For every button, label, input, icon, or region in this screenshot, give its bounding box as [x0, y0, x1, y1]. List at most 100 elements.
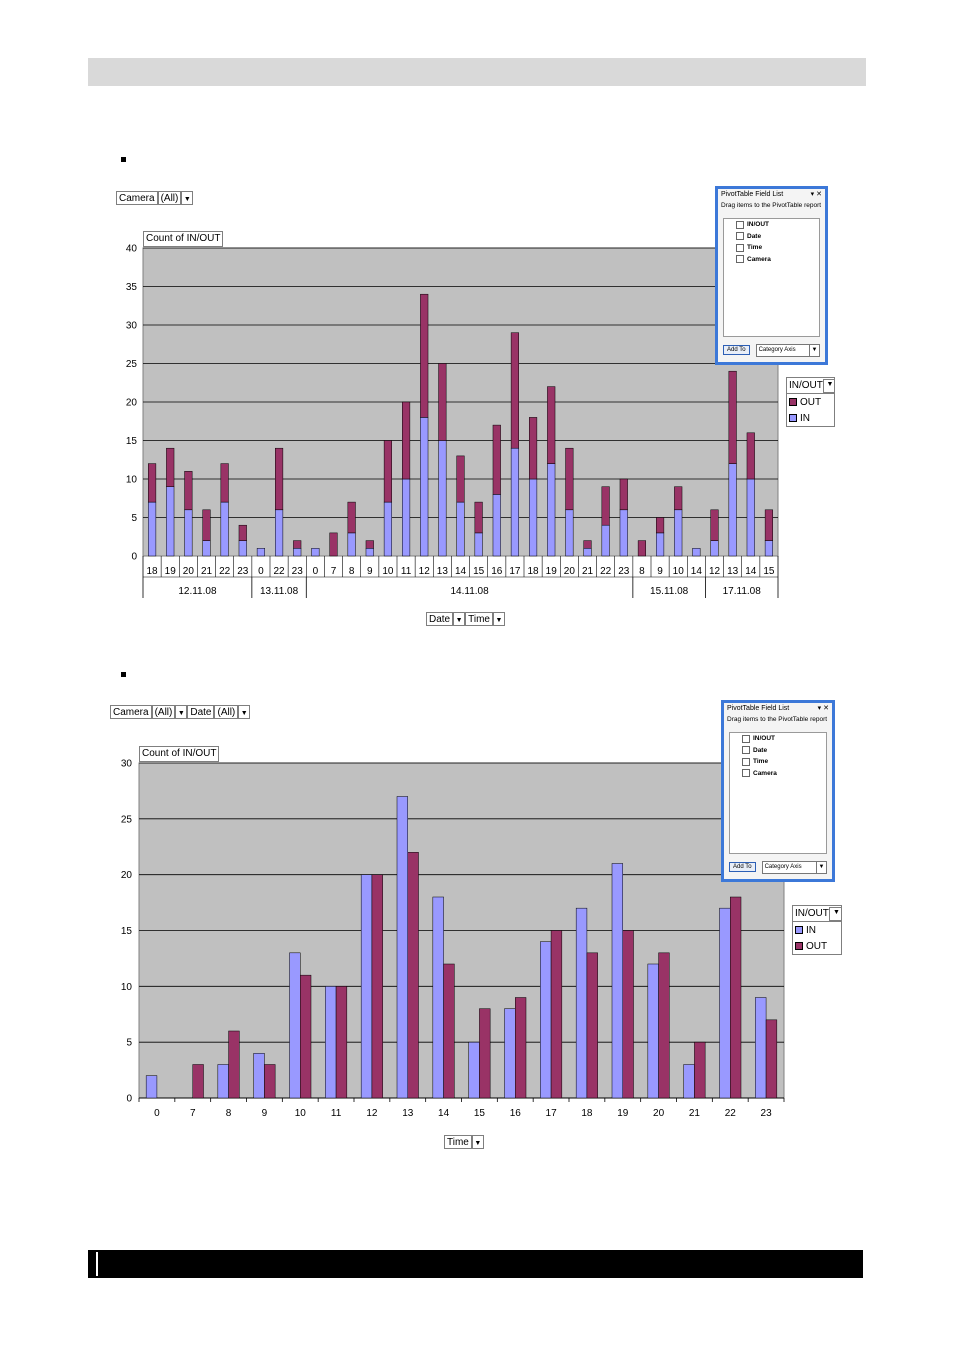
x-tick-label: 15	[473, 566, 485, 577]
x-tick-label: 11	[331, 1108, 342, 1119]
date-time-row-fields[interactable]: Date ▼ Time ▼	[426, 612, 505, 626]
chevron-down-icon[interactable]: ▼	[471, 1135, 484, 1149]
field-item[interactable]: Camera	[724, 254, 819, 266]
footer-divider	[96, 1252, 98, 1276]
field-item[interactable]: Date	[730, 745, 826, 757]
bar-out	[658, 952, 670, 1099]
y-tick-label: 25	[126, 359, 138, 370]
x-tick-label: 0	[258, 566, 264, 577]
x-tick-label: 23	[237, 566, 249, 577]
add-to-button[interactable]: Add To	[723, 345, 750, 355]
x-tick-label: 10	[295, 1108, 307, 1119]
data-field-button-2[interactable]: Count of IN/OUT	[139, 746, 220, 762]
bar-in	[547, 463, 556, 557]
page-fields-2[interactable]: Camera (All) ▼ Date (All) ▼	[110, 705, 251, 719]
y-tick-label: 15	[121, 926, 133, 937]
add-to-button[interactable]: Add To	[729, 862, 756, 872]
close-icon[interactable]: ▾ ✕	[817, 705, 829, 712]
field-item[interactable]: IN/OUT	[730, 733, 826, 745]
bar-out	[192, 1064, 204, 1099]
data-field-button[interactable]: Count of IN/OUT	[143, 231, 224, 247]
date-field-value: (All)	[214, 705, 239, 719]
field-icon	[736, 232, 744, 241]
bar-out	[293, 540, 302, 549]
chevron-down-icon[interactable]: ▼	[175, 705, 188, 719]
chevron-down-icon[interactable]: ▼	[828, 907, 842, 921]
x-tick-label: 9	[262, 1108, 268, 1119]
y-tick-label: 40	[126, 244, 138, 255]
x-tick-label: 19	[165, 566, 177, 577]
y-tick-label: 10	[121, 982, 133, 993]
legend-label: IN	[806, 924, 816, 936]
x-tick-label: 12	[419, 566, 431, 577]
bar-in	[420, 417, 429, 557]
plot-area	[142, 247, 779, 557]
chevron-down-icon[interactable]: ▼	[809, 344, 819, 356]
bar-out	[746, 432, 755, 480]
bar-out	[347, 501, 356, 534]
bar-in	[656, 532, 665, 557]
bar-out	[148, 463, 157, 503]
bar-in	[719, 907, 731, 1099]
bar-out	[622, 930, 634, 1099]
chevron-down-icon[interactable]: ▼	[238, 705, 251, 719]
x-tick-label: 14	[438, 1108, 450, 1119]
bar-in	[510, 447, 519, 557]
x-tick-label: 18	[528, 566, 540, 577]
legend-field-button[interactable]: IN/OUT ▼	[793, 906, 842, 922]
bar-in	[575, 907, 588, 1099]
bar-in	[293, 548, 302, 557]
bar-out	[492, 424, 501, 495]
field-item[interactable]: IN/OUT	[724, 219, 819, 231]
legend-label: IN	[800, 412, 810, 424]
chevron-down-icon[interactable]: ▼	[822, 379, 835, 393]
x-tick-label: 0	[154, 1108, 160, 1119]
bar-in	[145, 1075, 158, 1099]
field-icon	[742, 769, 750, 778]
x-tick-label: 17	[509, 566, 521, 577]
x-tick-label: 22	[600, 566, 612, 577]
bar-out	[529, 417, 538, 480]
bar-in	[217, 1064, 229, 1099]
x-tick-label: 20	[653, 1108, 665, 1119]
x-tick-label: 9	[657, 566, 663, 577]
field-item[interactable]: Time	[730, 756, 826, 768]
y-tick-label: 20	[126, 398, 138, 409]
bar-in	[360, 874, 373, 1099]
area-select[interactable]: Category Axis ▼	[755, 343, 820, 357]
bar-in	[683, 1064, 695, 1099]
chevron-down-icon[interactable]: ▼	[453, 612, 466, 626]
bar-in	[728, 463, 737, 557]
field-item[interactable]: Time	[724, 242, 819, 254]
bar-out	[365, 540, 374, 549]
chevron-down-icon[interactable]: ▼	[181, 191, 194, 205]
bar-in	[256, 548, 265, 557]
x-tick-label: 19	[617, 1108, 629, 1119]
x-tick-label: 13	[727, 566, 739, 577]
bar-out	[443, 963, 455, 1099]
bar-out	[583, 540, 592, 549]
y-tick-label: 0	[126, 1094, 132, 1105]
bar-out	[264, 1064, 276, 1099]
y-tick-label: 30	[126, 321, 138, 332]
x-tick-label: 8	[639, 566, 645, 577]
y-tick-label: 30	[121, 759, 133, 770]
x-tick-label: 10	[673, 566, 685, 577]
bar-in	[347, 532, 356, 557]
area-select[interactable]: Category Axis ▼	[761, 860, 827, 874]
x-tick-label: 18	[147, 566, 159, 577]
bullet-1	[121, 157, 126, 162]
close-icon[interactable]: ▾ ✕	[810, 191, 822, 198]
field-item[interactable]: Date	[724, 231, 819, 243]
chevron-down-icon[interactable]: ▼	[816, 861, 826, 873]
camera-page-field[interactable]: Camera (All) ▼	[116, 191, 194, 205]
field-item-label: Time	[747, 244, 763, 252]
field-item[interactable]: Camera	[730, 768, 826, 780]
x-tick-label: 19	[546, 566, 558, 577]
legend-1: IN/OUT ▼ OUT IN	[786, 377, 835, 427]
legend-swatch	[795, 926, 803, 934]
bar-in	[432, 896, 444, 1099]
chevron-down-icon[interactable]: ▼	[492, 612, 505, 626]
legend-field-button[interactable]: IN/OUT ▼	[787, 378, 835, 394]
time-row-field[interactable]: Time ▼	[444, 1135, 484, 1149]
